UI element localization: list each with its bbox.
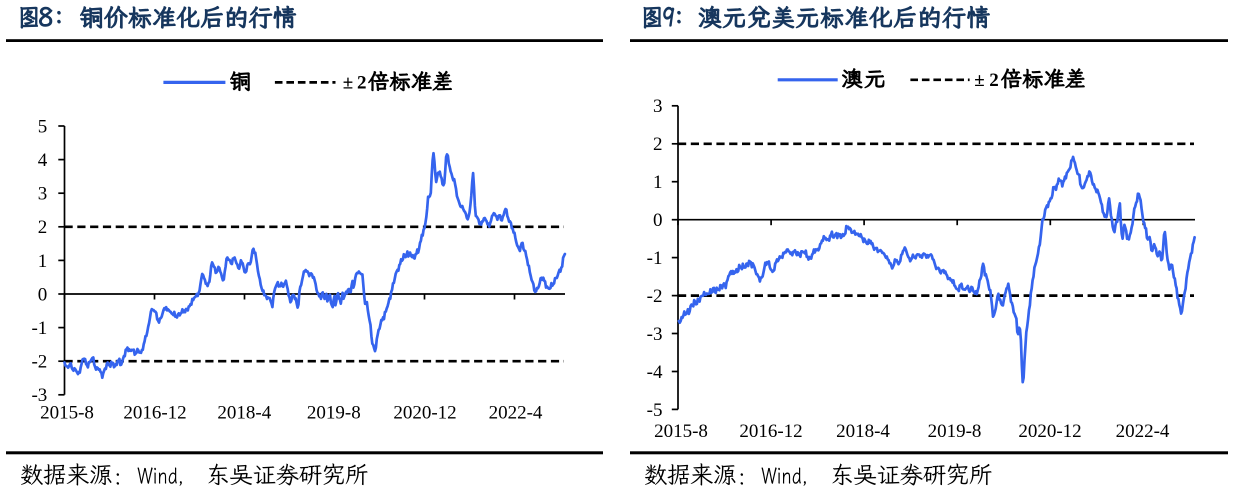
svg-text:0: 0 bbox=[38, 284, 48, 305]
svg-text:2018-4: 2018-4 bbox=[217, 403, 271, 424]
svg-text:-2: -2 bbox=[647, 286, 663, 307]
svg-text:4: 4 bbox=[38, 150, 48, 171]
svg-text:-1: -1 bbox=[31, 318, 47, 339]
svg-text:-3: -3 bbox=[647, 324, 663, 345]
svg-text:2: 2 bbox=[38, 217, 48, 238]
svg-text:±: ± bbox=[343, 73, 353, 94]
svg-text:2015-8: 2015-8 bbox=[40, 403, 94, 424]
svg-text:2022-4: 2022-4 bbox=[489, 403, 543, 424]
svg-text:2: 2 bbox=[653, 134, 663, 155]
svg-text:1: 1 bbox=[38, 251, 48, 272]
svg-text:2020-12: 2020-12 bbox=[1018, 421, 1081, 442]
svg-text:2: 2 bbox=[989, 70, 999, 91]
svg-text:3: 3 bbox=[653, 96, 663, 117]
svg-text:-5: -5 bbox=[647, 400, 663, 421]
svg-text:-1: -1 bbox=[647, 248, 663, 269]
svg-text:2016-12: 2016-12 bbox=[739, 421, 802, 442]
svg-text:2018-4: 2018-4 bbox=[836, 421, 890, 442]
svg-text:1: 1 bbox=[653, 172, 663, 193]
svg-text:2019-8: 2019-8 bbox=[307, 403, 361, 424]
svg-text:2020-12: 2020-12 bbox=[393, 403, 456, 424]
svg-text:5: 5 bbox=[38, 116, 48, 137]
svg-text:-3: -3 bbox=[31, 385, 47, 406]
svg-text:2019-8: 2019-8 bbox=[928, 421, 982, 442]
svg-text:±: ± bbox=[974, 70, 984, 91]
svg-text:2: 2 bbox=[357, 73, 367, 94]
svg-text:-2: -2 bbox=[31, 352, 47, 373]
svg-text:2022-4: 2022-4 bbox=[1116, 421, 1170, 442]
svg-text:-4: -4 bbox=[647, 362, 663, 383]
svg-text:2015-8: 2015-8 bbox=[654, 421, 708, 442]
svg-text:2016-12: 2016-12 bbox=[123, 403, 186, 424]
svg-text:3: 3 bbox=[38, 184, 48, 205]
svg-text:0: 0 bbox=[653, 210, 663, 231]
